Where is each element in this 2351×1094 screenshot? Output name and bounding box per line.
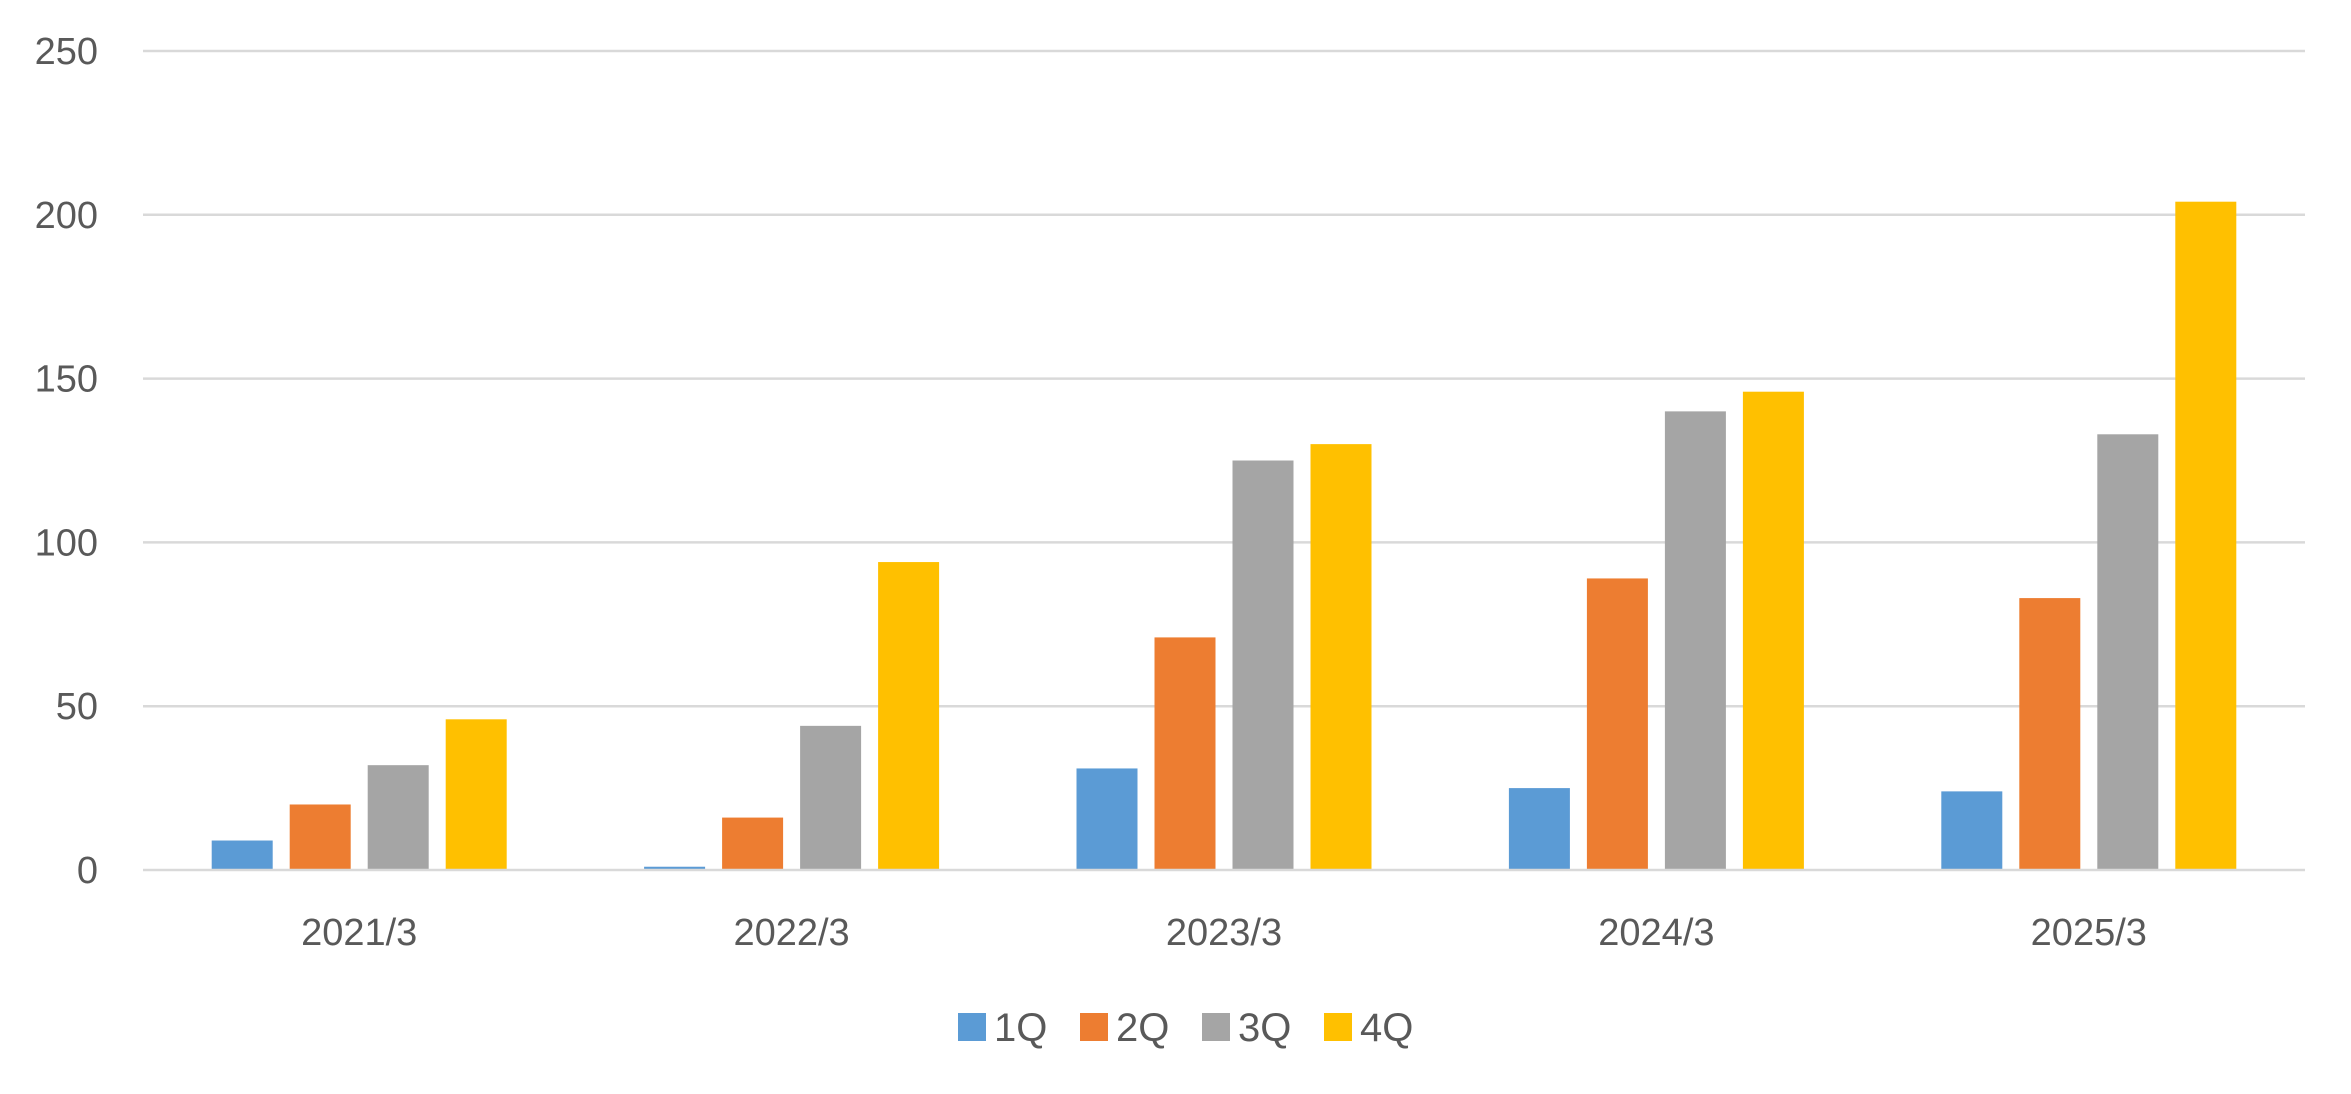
bar-3q-2024-3: [1664, 411, 1726, 870]
legend-swatch: [1202, 1013, 1230, 1041]
legend-item-2q: 2Q: [1080, 1006, 1169, 1050]
x-tick-label: 2025/3: [2031, 912, 2147, 954]
y-tick-label: 100: [35, 522, 98, 564]
x-axis-tick-labels: 2021/3 2022/3 2023/3 2024/3 2025/3: [301, 912, 2147, 954]
legend-label: 4Q: [1360, 1006, 1413, 1050]
bar-4q-2023-3: [1310, 444, 1372, 870]
y-tick-label: 200: [35, 195, 98, 237]
legend-swatch: [958, 1013, 986, 1041]
bar-4q-2024-3: [1742, 391, 1804, 870]
bar-3q-2022-3: [800, 725, 862, 870]
bar-2q-2022-3: [722, 817, 784, 870]
bar-4q-2025-3: [2175, 201, 2237, 871]
legend-label: 1Q: [994, 1006, 1047, 1050]
bar-2q-2023-3: [1154, 637, 1216, 870]
x-tick-label: 2023/3: [1166, 912, 1282, 954]
x-tick-label: 2021/3: [301, 912, 417, 954]
legend-label: 3Q: [1238, 1006, 1291, 1050]
bar-3q-2021-3: [367, 765, 429, 870]
legend-item-1q: 1Q: [958, 1006, 1047, 1050]
bar-2q-2025-3: [2019, 598, 2081, 870]
legend-label: 2Q: [1116, 1006, 1169, 1050]
legend: 1Q 2Q 3Q 4Q: [958, 1006, 1413, 1050]
bar-3q-2023-3: [1232, 460, 1294, 870]
y-tick-label: 150: [35, 359, 98, 401]
legend-swatch: [1324, 1013, 1352, 1041]
y-tick-label: 250: [35, 31, 98, 73]
bar-3q-2025-3: [2097, 434, 2159, 870]
legend-swatch: [1080, 1013, 1108, 1041]
x-tick-label: 2024/3: [1598, 912, 1714, 954]
bars: [143, 201, 2305, 872]
bar-1q-2021-3: [211, 840, 273, 870]
bar-1q-2022-3: [644, 866, 706, 870]
bar-1q-2023-3: [1076, 768, 1138, 870]
legend-item-4q: 4Q: [1324, 1006, 1413, 1050]
bar-4q-2021-3: [445, 719, 507, 870]
bar-2q-2024-3: [1586, 578, 1648, 870]
bar-2q-2021-3: [289, 804, 351, 870]
gridlines: [143, 49, 2305, 708]
x-tick-label: 2022/3: [733, 912, 849, 954]
bar-1q-2024-3: [1508, 788, 1570, 870]
bar-1q-2025-3: [1941, 791, 2003, 870]
bar-4q-2022-3: [878, 562, 940, 870]
y-tick-label: 0: [77, 850, 98, 892]
y-tick-label: 50: [56, 686, 98, 728]
y-axis-tick-labels: 0 50 100 150 200 250: [35, 31, 98, 892]
legend-item-3q: 3Q: [1202, 1006, 1291, 1050]
